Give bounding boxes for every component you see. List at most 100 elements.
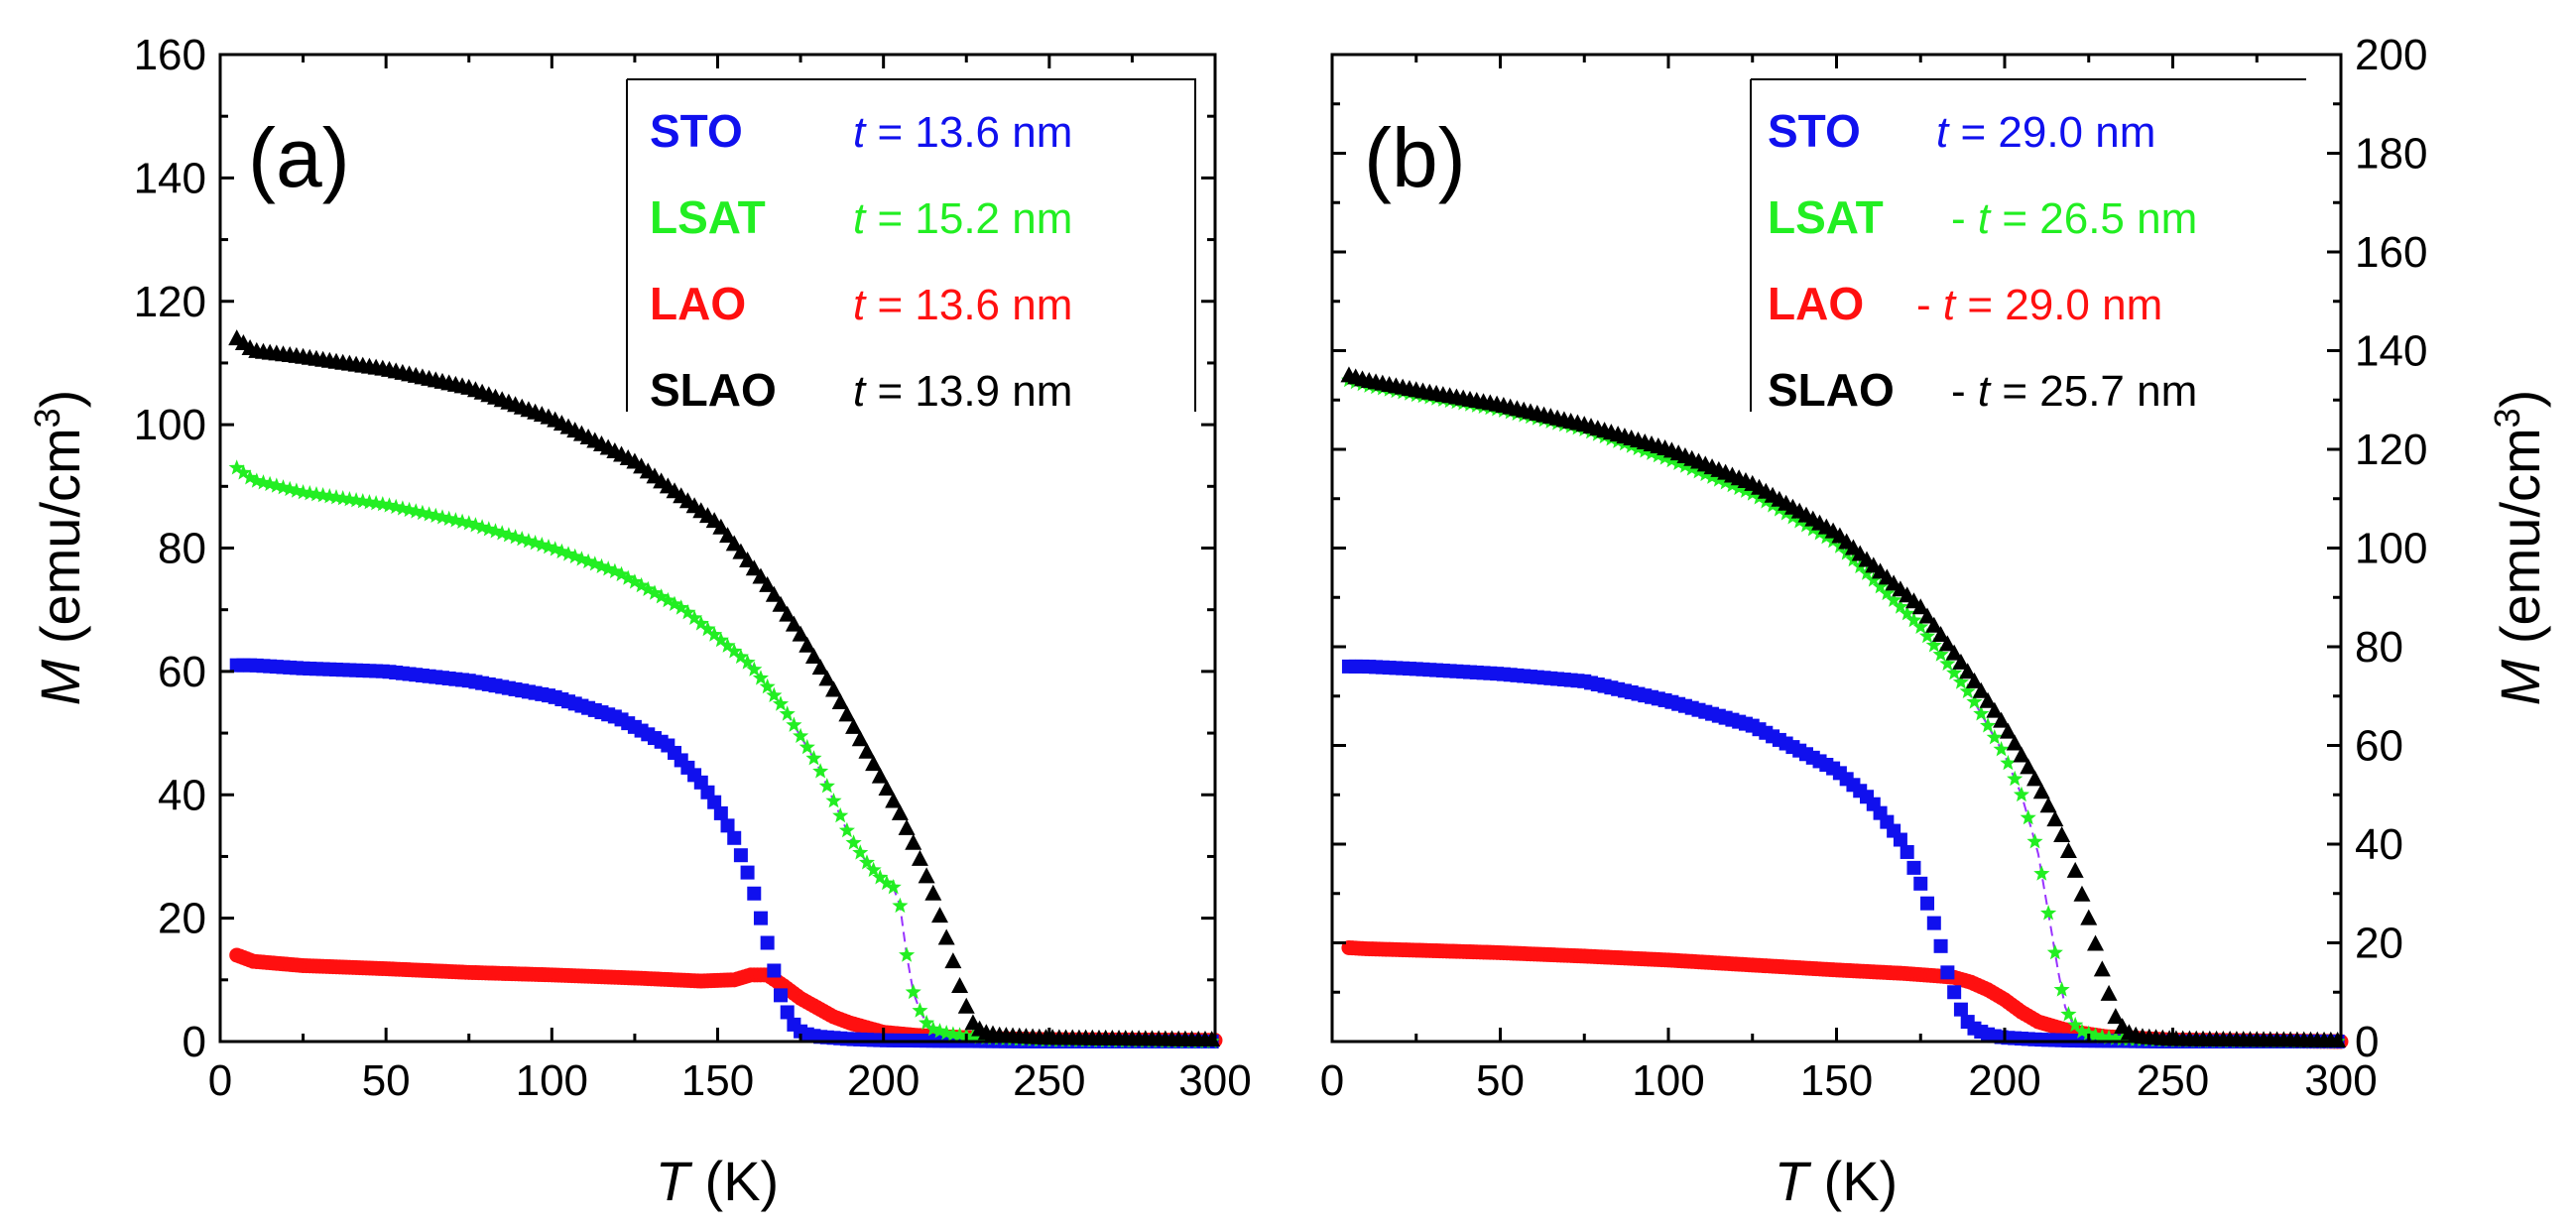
data-point-lsat bbox=[766, 686, 783, 702]
data-point-slao bbox=[1959, 663, 1977, 679]
data-point-lsat bbox=[726, 643, 743, 659]
data-point-sto bbox=[733, 848, 748, 863]
data-point-lsat bbox=[719, 637, 736, 653]
data-point-lsat bbox=[1879, 584, 1896, 601]
data-point-lsat bbox=[878, 874, 896, 891]
data-point-lsat bbox=[487, 523, 504, 539]
legend-name-sto: STO bbox=[650, 105, 743, 157]
data-point-lsat bbox=[699, 620, 716, 637]
data-point-lsat bbox=[905, 983, 921, 1000]
data-point-lsat bbox=[593, 557, 610, 573]
panel-b-y-label-unit: (emu/cm bbox=[2489, 428, 2551, 659]
data-point-lsat bbox=[573, 551, 590, 566]
data-point-lsat bbox=[480, 521, 497, 537]
data-point-slao bbox=[2066, 861, 2084, 878]
data-point-lsat bbox=[1925, 637, 1942, 653]
legend-value-lsat: t = 15.2 nm bbox=[853, 194, 1072, 243]
data-point-lsat bbox=[692, 615, 709, 631]
x-tick-label: 50 bbox=[362, 1056, 411, 1105]
data-point-slao bbox=[937, 928, 955, 945]
data-point-slao bbox=[1911, 598, 1929, 615]
data-point-lsat bbox=[805, 750, 822, 766]
data-point-lsat bbox=[838, 821, 855, 838]
data-point-slao bbox=[2107, 1008, 2125, 1025]
panel-a-x-axis-label: T (K) bbox=[656, 1150, 779, 1212]
data-point-slao bbox=[779, 605, 797, 622]
data-point-lsat bbox=[580, 553, 597, 569]
data-point-lsat bbox=[620, 569, 637, 585]
data-point-lsat bbox=[812, 763, 829, 779]
y-tick-label: 180 bbox=[2355, 130, 2427, 179]
data-point-slao bbox=[818, 670, 836, 686]
data-point-lsat bbox=[1912, 618, 1929, 634]
data-point-lsat bbox=[626, 573, 643, 589]
data-point-sto bbox=[720, 818, 735, 833]
data-point-slao bbox=[1999, 722, 2017, 739]
data-point-slao bbox=[1945, 644, 1963, 661]
data-point-lsat bbox=[686, 609, 703, 625]
panel-a-y-label-unit: (emu/cm bbox=[29, 428, 91, 659]
legend-name-sto: STO bbox=[1768, 105, 1861, 157]
data-point-slao bbox=[918, 867, 935, 884]
data-point-slao bbox=[759, 575, 777, 592]
data-point-sto bbox=[1933, 938, 1948, 953]
y-tick-label: 120 bbox=[134, 278, 206, 326]
data-point-lsat bbox=[228, 459, 245, 475]
data-point-lsat bbox=[1892, 598, 1908, 614]
data-point-lsat bbox=[1959, 682, 1976, 698]
data-point-lsat bbox=[1918, 627, 1936, 644]
data-point-slao bbox=[732, 543, 750, 559]
panel-a-x-label-var: T bbox=[656, 1150, 693, 1212]
data-point-slao bbox=[2100, 984, 2118, 1001]
legend-separator: - bbox=[1951, 194, 1978, 243]
data-point-lsat bbox=[586, 555, 603, 571]
panel-a: 0 50 100 150 200 250 300020406080100120140160 … bbox=[27, 31, 1252, 1212]
data-point-slao bbox=[2026, 770, 2044, 787]
data-point-lsat bbox=[2026, 833, 2043, 849]
data-point-sto bbox=[753, 911, 768, 925]
data-point-lsat bbox=[646, 584, 664, 600]
data-point-lsat bbox=[514, 531, 531, 547]
legend-thickness-symbol: t bbox=[1978, 367, 1992, 416]
data-point-lsat bbox=[520, 533, 537, 549]
legend-thickness-value: = 26.5 nm bbox=[1990, 194, 2197, 243]
y-tick-label: 160 bbox=[134, 31, 206, 79]
data-point-sto bbox=[1953, 1002, 1968, 1017]
data-point-slao bbox=[1993, 711, 2011, 728]
legend-thickness-value: = 29.0 nm bbox=[1955, 281, 2162, 329]
panel-b-x-label-unit: (K) bbox=[1808, 1150, 1898, 1212]
legend-thickness-symbol: t bbox=[853, 194, 867, 243]
data-point-slao bbox=[924, 884, 942, 901]
panel-a-y-label-sup: 3 bbox=[27, 408, 67, 428]
data-point-lsat bbox=[845, 834, 862, 850]
legend-value-slao: t = 13.9 nm bbox=[853, 367, 1072, 416]
data-point-lsat bbox=[606, 562, 623, 578]
data-point-lsat bbox=[467, 517, 484, 533]
panel-b-data-marks bbox=[1340, 366, 2349, 1049]
data-point-lsat bbox=[732, 648, 749, 665]
data-point-lsat bbox=[798, 738, 815, 755]
data-point-lsat bbox=[507, 529, 524, 545]
data-point-lsat bbox=[786, 716, 802, 732]
data-point-lsat bbox=[793, 727, 809, 743]
panel-a-plot-frame bbox=[218, 53, 1217, 1044]
legend-thickness-value: = 13.6 nm bbox=[865, 281, 1072, 329]
data-point-lsat bbox=[2013, 786, 2029, 802]
data-point-lsat bbox=[885, 879, 902, 895]
legend-name-lsat: LSAT bbox=[1768, 191, 1884, 243]
data-point-lsat bbox=[679, 604, 696, 620]
y-tick-label: 40 bbox=[158, 771, 206, 819]
data-point-slao bbox=[825, 680, 843, 697]
data-point-lsat bbox=[500, 527, 517, 543]
panel-a-x-label-unit: (K) bbox=[689, 1150, 779, 1212]
data-point-lsat bbox=[865, 861, 882, 877]
data-point-lsat bbox=[1952, 674, 1969, 689]
legend-thickness-symbol: t bbox=[853, 108, 867, 157]
legend-thickness-symbol: t bbox=[853, 281, 867, 329]
panel-a-y-label-var: M bbox=[29, 659, 91, 705]
data-point-slao bbox=[1925, 616, 1943, 633]
data-point-sto bbox=[1920, 896, 1935, 911]
x-tick-label: 200 bbox=[1968, 1056, 2040, 1105]
